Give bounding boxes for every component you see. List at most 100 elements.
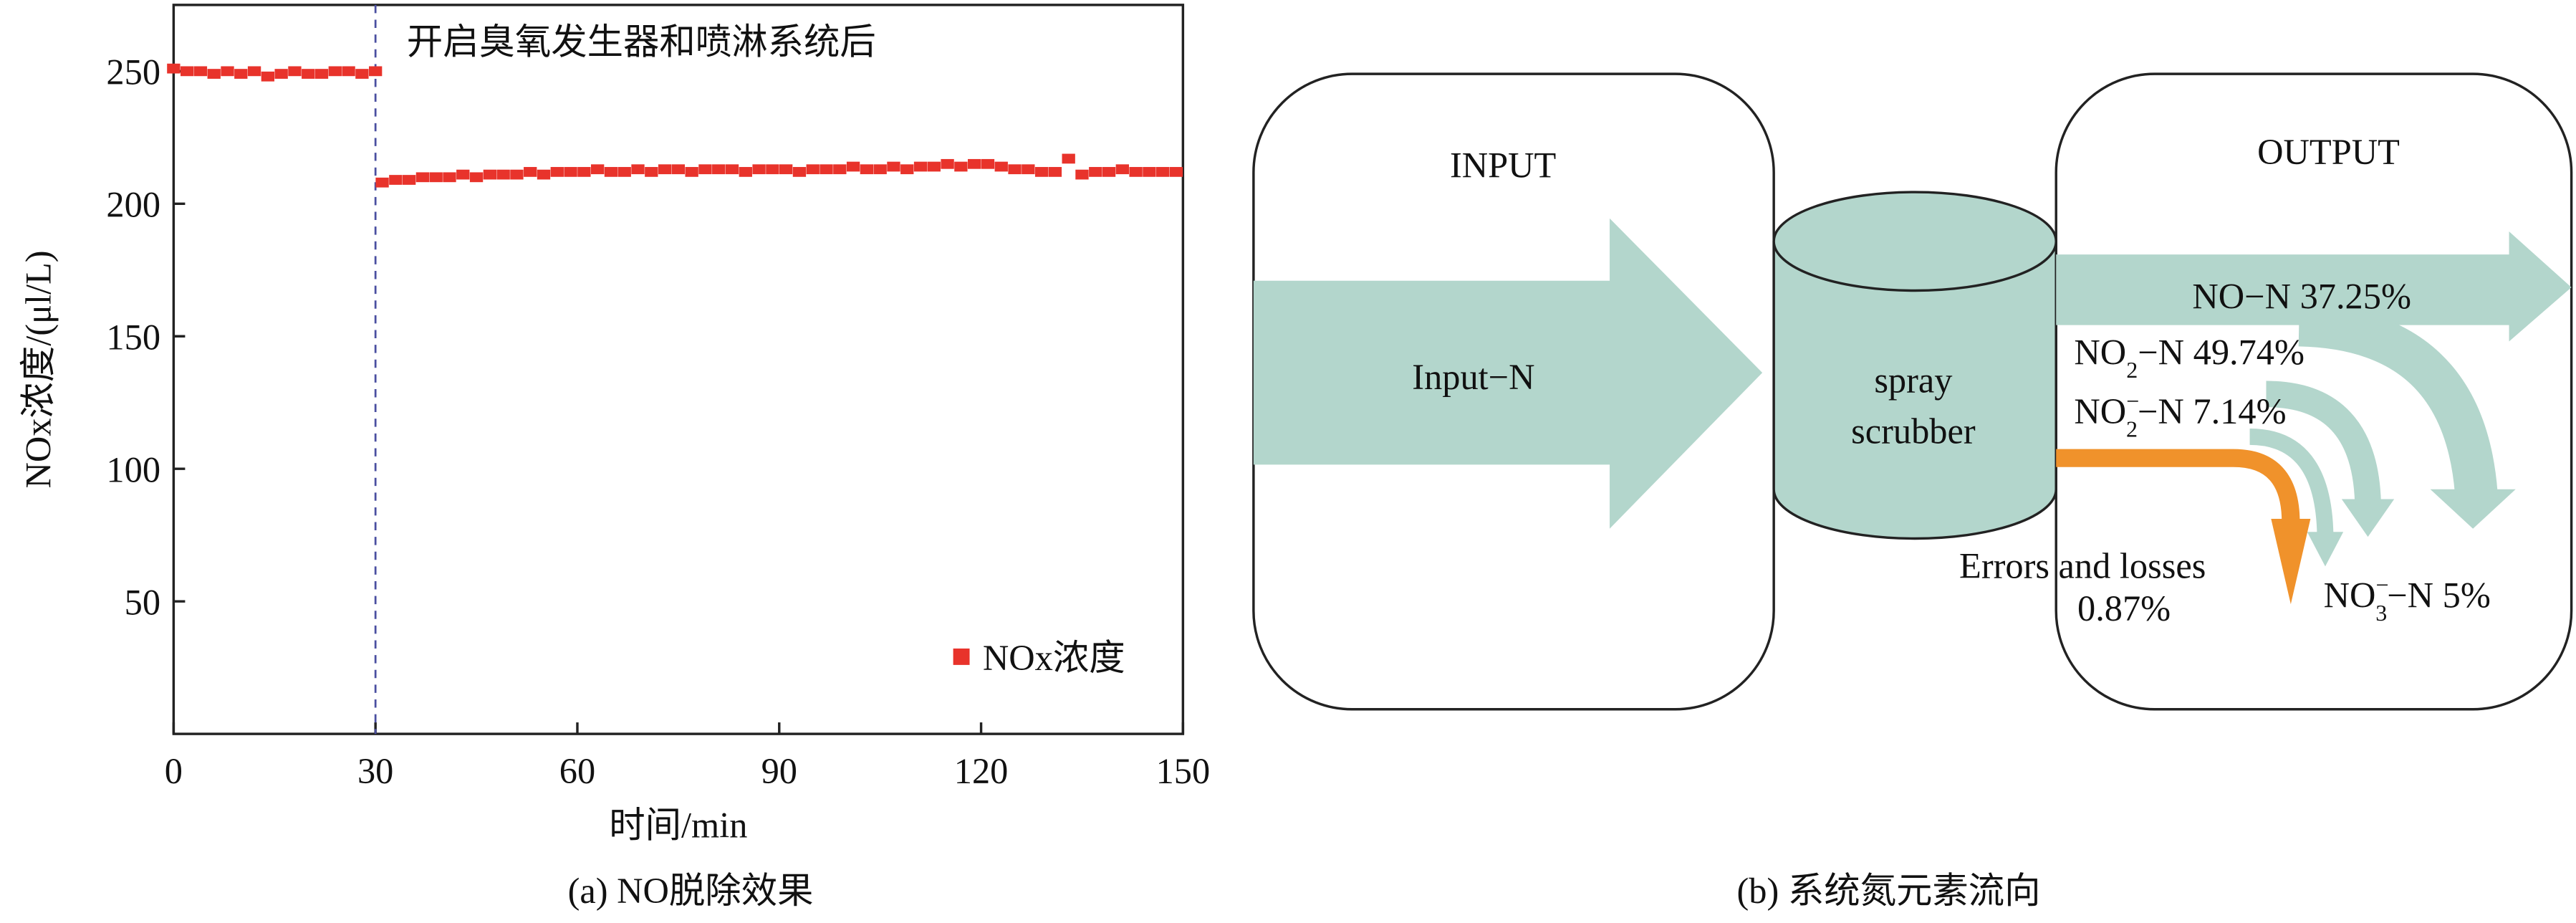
marker: [564, 167, 577, 177]
marker: [1089, 167, 1102, 177]
marker: [342, 66, 355, 77]
marker: [550, 167, 564, 177]
x-tick-label: 150: [1156, 751, 1211, 791]
marker: [537, 169, 551, 180]
marker: [766, 164, 779, 175]
annotation: 开启臭氧发生器和喷淋系统后: [407, 22, 876, 62]
scrubber-label: spray: [1874, 360, 1952, 401]
marker: [725, 164, 739, 175]
legend-label: NOx浓度: [983, 638, 1125, 678]
marker: [193, 66, 208, 77]
y-axis-label: NOx浓度/(μl/L): [19, 250, 59, 488]
flow-subscript: 2: [2126, 416, 2138, 441]
flow-subscript: 2: [2126, 357, 2138, 383]
marker: [302, 69, 315, 79]
y-tick-label: 200: [106, 185, 160, 225]
marker: [221, 66, 234, 77]
no3-flow: [2249, 428, 2334, 536]
marker: [685, 167, 698, 177]
no3-head: [2307, 532, 2344, 567]
marker: [806, 164, 820, 175]
flow-charge: −: [2126, 388, 2139, 413]
output-title: OUTPUT: [2257, 132, 2400, 172]
flow-label: NO2−N 49.74%: [2074, 333, 2305, 383]
input-arrow: [1253, 218, 1763, 529]
flow-label: NO− 2−N 7.14%: [2074, 388, 2286, 441]
flow-label: NO− 3−N 5%: [2324, 572, 2491, 626]
marker: [994, 161, 1008, 172]
marker: [860, 164, 874, 175]
marker: [180, 66, 194, 77]
marker: [483, 169, 497, 180]
marker: [590, 164, 605, 175]
marker: [981, 158, 995, 169]
marker: [1143, 167, 1156, 177]
marker: [1102, 167, 1116, 177]
marker: [927, 161, 941, 172]
no-arrow: [2056, 231, 2572, 342]
marker: [833, 164, 847, 175]
marker: [247, 66, 261, 77]
y-tick-label: 250: [106, 52, 160, 92]
marker: [314, 69, 329, 79]
marker: [207, 69, 221, 79]
loss-flow: [2056, 449, 2300, 522]
marker: [779, 164, 793, 175]
flow-species: NO: [2074, 333, 2126, 373]
marker: [288, 66, 302, 77]
marker: [524, 167, 537, 177]
flow-charge: −: [2375, 572, 2388, 598]
x-axis-label: 时间/min: [609, 805, 747, 845]
marker: [752, 164, 766, 175]
marker: [1062, 153, 1075, 164]
flow-rest: −N 5%: [2387, 575, 2491, 616]
marker: [577, 167, 591, 177]
marker: [712, 164, 726, 175]
loss-value: 0.87%: [2077, 588, 2171, 628]
marker: [645, 167, 658, 177]
marker: [968, 158, 981, 169]
marker: [739, 167, 752, 177]
marker: [261, 71, 275, 82]
marker: [1169, 167, 1183, 177]
flow-species: NO: [2074, 391, 2126, 431]
flow-rest: −N 49.74%: [2138, 333, 2305, 373]
marker: [941, 158, 954, 169]
marker: [355, 69, 369, 79]
x-tick-label: 30: [357, 751, 393, 791]
no2-flow: [2298, 303, 2498, 494]
flow-subscript: 3: [2375, 600, 2387, 626]
marker: [167, 63, 181, 74]
caption: (a) NO脱除效果: [568, 871, 814, 911]
marker: [510, 169, 524, 180]
y-tick-label: 100: [106, 450, 160, 490]
cylinder-top: [1772, 191, 2057, 292]
flow-species: NO: [2324, 575, 2376, 616]
marker: [369, 66, 383, 77]
plot-frame: [172, 4, 1185, 735]
marker: [913, 161, 928, 172]
no2m-flow: [2266, 381, 2381, 503]
y-tick-label: 50: [125, 582, 160, 622]
marker: [1075, 169, 1089, 180]
marker: [1022, 164, 1035, 175]
marker: [429, 172, 443, 183]
marker: [698, 164, 712, 175]
scrubber-label: scrubber: [1851, 411, 1976, 451]
marker: [792, 167, 807, 177]
x-tick-label: 90: [761, 751, 797, 791]
loss-label: Errors and losses: [1959, 545, 2206, 585]
marker: [415, 172, 430, 183]
marker: [1115, 164, 1129, 175]
x-tick-label: 60: [559, 751, 595, 791]
input-title: INPUT: [1450, 145, 1556, 185]
chart: 0 30 60 90 120 150 50 100 150 200 250 开启臭氧发生器和喷淋系统后…: [19, 4, 1211, 911]
marker: [954, 161, 968, 172]
x-tick-label: 0: [165, 751, 183, 791]
marker: [617, 167, 631, 177]
marker: [658, 164, 672, 175]
marker: [873, 164, 887, 175]
marker: [887, 161, 900, 172]
diagram: INPUT Input−N OUTPUT spray scrubber Erro…: [1252, 72, 2573, 911]
